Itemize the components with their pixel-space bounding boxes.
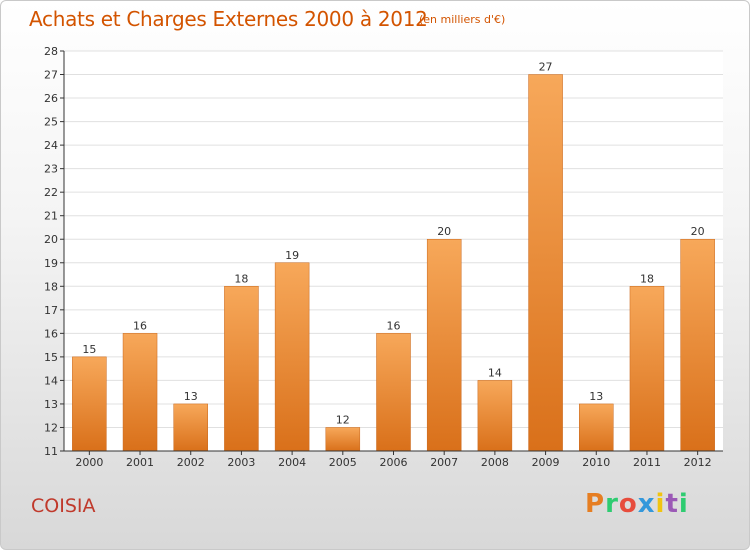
data-label: 18 [640,272,654,285]
bar [224,286,259,452]
x-tick-label: 2000 [75,456,103,469]
data-label: 16 [133,319,147,332]
bar [477,380,513,452]
place-name: COISIA [31,495,96,517]
y-tick-label: 13 [44,398,58,411]
bar [528,74,563,452]
data-label: 14 [488,366,502,379]
x-tick-label: 2012 [684,456,712,469]
x-tick-label: 2005 [329,456,357,469]
brand-logo: Proxiti [585,489,689,519]
brand-letter: i [678,489,689,519]
bar [629,286,665,452]
y-tick-label: 22 [44,186,58,199]
bar [579,403,614,452]
bar [325,427,361,452]
x-tick-label: 2001 [126,456,154,469]
y-tick-label: 14 [44,374,58,387]
x-tick-label: 2008 [481,456,509,469]
y-tick-label: 26 [44,92,58,105]
brand-letter: x [637,489,656,519]
data-label: 27 [539,61,553,74]
data-label: 13 [589,390,603,403]
y-tick-label: 20 [44,233,58,246]
x-tick-label: 2006 [380,456,408,469]
y-tick-label: 15 [44,351,58,364]
brand-letter: i [655,489,666,519]
y-tick-label: 12 [44,421,58,434]
chart-unit: (en milliers d'€) [419,13,506,26]
y-tick-label: 28 [44,45,58,58]
brand-letter: P [585,489,606,519]
x-tick-label: 2010 [582,456,610,469]
y-tick-label: 21 [44,210,58,223]
data-label: 12 [336,413,350,426]
bar [173,403,208,452]
y-tick-label: 25 [44,116,58,129]
bar [376,333,411,452]
chart-title: Achats et Charges Externes 2000 à 2012 [29,7,428,31]
data-label: 19 [285,249,299,262]
x-tick-label: 2007 [430,456,458,469]
brand-letter: o [618,489,638,519]
bar [274,262,310,452]
data-label: 15 [82,343,96,356]
y-tick-label: 23 [44,163,58,176]
brand-letter: r [605,489,619,519]
y-tick-label: 24 [44,139,58,152]
bar [680,238,715,452]
y-tick-label: 19 [44,257,58,270]
y-tick-label: 16 [44,327,58,340]
x-tick-label: 2004 [278,456,306,469]
y-tick-label: 18 [44,280,58,293]
data-label: 18 [234,272,248,285]
data-label: 20 [437,225,451,238]
y-tick-label: 27 [44,69,58,82]
data-label: 16 [387,319,401,332]
bar [72,356,107,452]
x-tick-label: 2009 [532,456,560,469]
x-tick-label: 2003 [227,456,255,469]
bar [122,333,158,452]
bar [426,238,462,452]
brand-letter: t [665,489,679,519]
y-tick-label: 11 [44,445,58,458]
x-tick-label: 2011 [633,456,661,469]
y-tick-label: 17 [44,304,58,317]
data-label: 13 [184,390,198,403]
x-tick-label: 2002 [177,456,205,469]
data-label: 20 [691,225,705,238]
